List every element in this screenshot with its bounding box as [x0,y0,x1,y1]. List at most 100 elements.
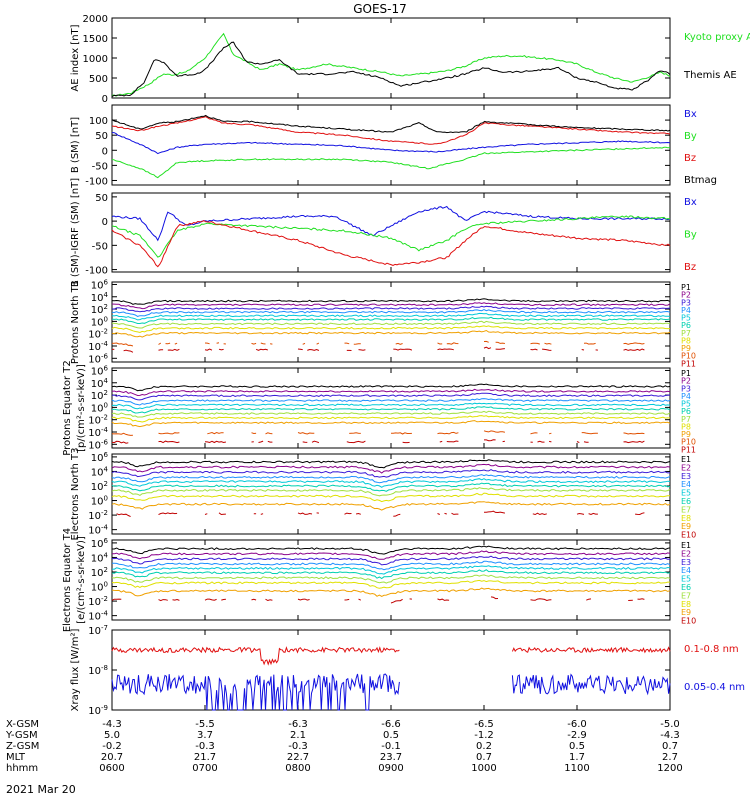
xaxis-value: 0700 [192,763,217,774]
series-bsm-btmag [111,114,671,134]
series-pe-p2 [111,388,671,397]
xaxis-value: -5.0 [660,719,680,730]
series-en-e8 [111,492,670,503]
xaxis-value: 1100 [564,763,589,774]
legend-pn-p10: P10 [681,352,696,361]
series-en-e3 [111,469,671,478]
legend-dbsm-2: Bz [684,262,696,273]
ytick-label-xray-exp: -8 [101,664,108,672]
ytick-label-bsm: 100 [89,116,108,127]
xaxis-value: -4.3 [102,719,122,730]
series-pn-p3 [111,305,671,313]
ytick-label-pe-exp: 0 [104,401,108,409]
ytick-label-pn: 104 [91,291,109,304]
xaxis-value: -5.5 [195,719,215,730]
series-pe-p1 [111,383,671,392]
ytick-label-ae: 0 [102,94,108,105]
xaxis-value: 0900 [378,763,403,774]
legend-pe-p8: P8 [681,422,691,431]
ytick-label-pn-exp: 0 [104,315,108,323]
xaxis-value: 0800 [285,763,310,774]
series-ee-e7 [111,574,671,584]
xaxis-row-label: X-GSM [6,719,39,730]
xaxis-value: 20.7 [101,752,123,763]
series-ee-e2 [111,550,671,560]
xaxis-value: 22.7 [287,752,309,763]
ytick-label-xray-exp: -9 [101,704,108,712]
ytick-label-ee-exp: 2 [104,566,108,574]
xaxis-value: 21.7 [194,752,216,763]
ytick-label-pe: 10-2 [88,414,108,427]
xaxis-value: -2.9 [567,730,587,741]
ytick-label-en-exp: 6 [104,451,109,459]
legend-ee-e8: E8 [681,600,691,609]
series-ee-e6 [111,569,671,580]
series-dbsm-by [111,215,671,258]
ytick-label-pn-exp: -6 [101,352,109,360]
xaxis-value: -6.0 [567,719,587,730]
legend-ee-e7: E7 [681,591,691,600]
legend-en-e8: E8 [681,514,691,523]
series-pn-p1 [111,298,671,305]
xaxis-row-label: hhmm [6,763,38,774]
ytick-label-ee-exp: -2 [101,595,108,603]
ytick-label-bsm: 0 [102,146,108,157]
legend-pn-p4: P4 [681,306,691,315]
panel-frame-dbsm [111,192,671,273]
legend-pe-p3: P3 [681,384,691,393]
series-pn-p6 [111,316,671,324]
xaxis-value: -6.5 [474,719,494,730]
ylabel-pe: Protons Equator T2 [62,360,73,456]
series-pe-p6 [111,406,671,414]
xaxis-value: -4.3 [660,730,680,741]
legend-xray-1: 0.05-0.4 nm [684,682,745,693]
ytick-label-ee-exp: -4 [101,610,109,618]
ytick-label-bsm: 50 [95,131,108,142]
ytick-label-pn: 10-4 [88,340,108,353]
xaxis-value: -0.3 [288,741,308,752]
xaxis-value: -6.3 [288,719,308,730]
ytick-label-en: 102 [91,480,108,493]
ytick-label-pn: 102 [91,303,108,316]
xaxis-value: 2.7 [662,752,678,763]
legend-pn-p9: P9 [681,344,691,353]
series-en-e5 [111,478,671,488]
ytick-label-ee: 104 [91,551,109,564]
ytick-label-pn-exp: -4 [101,340,109,348]
legend-bsm-0: Bx [684,109,697,120]
ytick-label-ee-exp: 0 [104,581,108,589]
legend-bsm-1: By [684,131,697,142]
series-ee-e5 [111,565,671,575]
ytick-label-dbsm: 50 [95,193,108,204]
xaxis-value: -1.2 [474,730,494,741]
series-pe-p10 [112,431,670,436]
date-label: 2021 Mar 20 [6,783,76,796]
legend-pn-p3: P3 [681,298,691,307]
ytick-label-xray-exp: -7 [101,624,108,632]
legend-dbsm-1: By [684,230,697,241]
series-pe-p4 [111,398,671,406]
ytick-label-ee: 10-4 [88,610,108,623]
xaxis-row-label: MLT [6,752,26,763]
ytick-label-pe-exp: 4 [104,377,109,385]
ylabel-bsm: B (SM) [nT] [70,117,81,173]
ytick-label-en-exp: -4 [101,524,109,532]
legend-dbsm-0: Bx [684,197,697,208]
series-ae-themisae [111,41,671,97]
ytick-label-pn: 10-6 [88,352,108,365]
series-pe-p7 [111,410,671,418]
panel-pe: Protons Equator T2 [p/(cm²-s-sr-keV)] 10-6… [62,360,696,456]
legend-pe-p4: P4 [681,392,691,401]
ylabel-en: Electrons North T3 [70,447,81,540]
panel-ae: AE index [nT] 0 500 1000 1500 2000 Kyoto proxy… [70,14,750,105]
series-en-e1 [111,459,671,469]
ytick-label-ee-exp: 6 [104,537,109,545]
legend-ee-e6: E6 [681,583,691,592]
xaxis-value: 0.7 [476,752,492,763]
series-ee-e9 [111,587,671,597]
xaxis-value: -0.3 [195,741,215,752]
legend-en-e2: E2 [681,463,691,472]
legend-ae-1: Themis AE [683,70,737,81]
ytick-label-en: 10-4 [88,524,108,537]
